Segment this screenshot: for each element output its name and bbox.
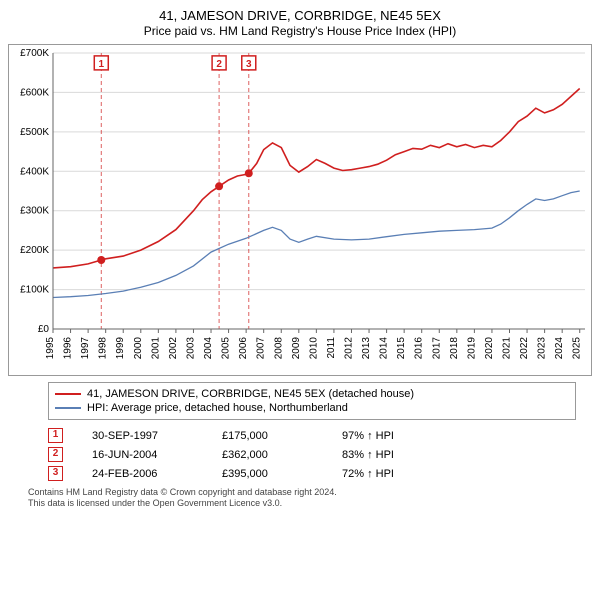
svg-text:1995: 1995 — [45, 337, 56, 360]
transaction-row: 1 30-SEP-1997 £175,000 97% ↑ HPI — [48, 426, 576, 445]
transaction-delta: 72% ↑ HPI — [342, 468, 442, 480]
svg-text:1997: 1997 — [80, 337, 91, 360]
legend-swatch — [55, 407, 81, 409]
svg-text:2021: 2021 — [502, 337, 513, 360]
svg-text:2013: 2013 — [361, 337, 372, 360]
transaction-table: 1 30-SEP-1997 £175,000 97% ↑ HPI 2 16-JUN-200… — [48, 426, 576, 483]
transaction-price: £362,000 — [222, 449, 322, 461]
svg-text:2019: 2019 — [466, 337, 477, 360]
svg-text:1996: 1996 — [63, 337, 74, 360]
transaction-row: 3 24-FEB-2006 £395,000 72% ↑ HPI — [48, 464, 576, 483]
svg-text:2023: 2023 — [537, 337, 548, 360]
svg-text:2017: 2017 — [431, 337, 442, 360]
svg-text:£300K: £300K — [20, 206, 49, 217]
line-chart-svg: £0 £100K £200K £300K £400K £500K £600K £700K 199… — [9, 45, 591, 375]
transaction-marker: 2 — [48, 447, 63, 462]
transaction-price: £175,000 — [222, 430, 322, 442]
svg-text:2014: 2014 — [379, 337, 390, 360]
title-line1: 41, JAMESON DRIVE, CORBRIDGE, NE45 5EX — [8, 8, 592, 23]
license-text: Contains HM Land Registry data © Crown c… — [28, 487, 576, 510]
svg-text:2004: 2004 — [203, 337, 214, 360]
legend: 41, JAMESON DRIVE, CORBRIDGE, NE45 5EX (… — [48, 382, 576, 420]
svg-text:2010: 2010 — [308, 337, 319, 360]
svg-text:2005: 2005 — [221, 337, 232, 360]
title-line2: Price paid vs. HM Land Registry's House … — [8, 24, 592, 38]
svg-text:2009: 2009 — [291, 337, 302, 360]
svg-text:2024: 2024 — [554, 337, 565, 360]
legend-swatch — [55, 393, 81, 395]
chart-container: 41, JAMESON DRIVE, CORBRIDGE, NE45 5EX P… — [0, 0, 600, 516]
svg-text:2025: 2025 — [572, 337, 583, 360]
legend-label: HPI: Average price, detached house, Nort… — [87, 402, 348, 414]
svg-text:£400K: £400K — [20, 166, 49, 177]
svg-text:£600K: £600K — [20, 87, 49, 98]
svg-text:2003: 2003 — [185, 337, 196, 360]
legend-label: 41, JAMESON DRIVE, CORBRIDGE, NE45 5EX (… — [87, 388, 414, 400]
svg-text:2011: 2011 — [326, 337, 337, 359]
svg-text:£200K: £200K — [20, 245, 49, 256]
license-line2: This data is licensed under the Open Gov… — [28, 498, 576, 509]
transaction-delta: 83% ↑ HPI — [342, 449, 442, 461]
legend-row: 41, JAMESON DRIVE, CORBRIDGE, NE45 5EX (… — [55, 387, 569, 401]
svg-text:£500K: £500K — [20, 127, 49, 138]
svg-text:1998: 1998 — [98, 337, 109, 360]
transaction-date: 30-SEP-1997 — [92, 430, 202, 442]
svg-text:£700K: £700K — [20, 48, 49, 59]
svg-text:2018: 2018 — [449, 337, 460, 360]
transaction-marker: 3 — [48, 466, 63, 481]
transaction-row: 2 16-JUN-2004 £362,000 83% ↑ HPI — [48, 445, 576, 464]
transaction-marker: 1 — [48, 428, 63, 443]
transaction-date: 24-FEB-2006 — [92, 468, 202, 480]
transaction-price: £395,000 — [222, 468, 322, 480]
svg-text:2006: 2006 — [238, 337, 249, 360]
svg-text:1999: 1999 — [115, 337, 126, 360]
transaction-delta: 97% ↑ HPI — [342, 430, 442, 442]
svg-text:2002: 2002 — [168, 337, 179, 360]
svg-text:3: 3 — [246, 59, 252, 70]
chart-plot-area: £0 £100K £200K £300K £400K £500K £600K £700K 199… — [8, 44, 592, 376]
svg-text:2020: 2020 — [484, 337, 495, 360]
svg-text:2000: 2000 — [133, 337, 144, 360]
svg-text:£100K: £100K — [20, 285, 49, 296]
svg-text:2016: 2016 — [414, 337, 425, 360]
license-line1: Contains HM Land Registry data © Crown c… — [28, 487, 576, 498]
svg-text:2012: 2012 — [343, 337, 354, 360]
svg-text:2008: 2008 — [273, 337, 284, 360]
svg-text:2001: 2001 — [150, 337, 161, 360]
svg-text:2015: 2015 — [396, 337, 407, 360]
svg-text:2: 2 — [216, 59, 222, 70]
legend-row: HPI: Average price, detached house, Nort… — [55, 401, 569, 415]
svg-text:2007: 2007 — [256, 337, 267, 360]
svg-text:£0: £0 — [38, 324, 50, 335]
svg-text:2022: 2022 — [519, 337, 530, 360]
svg-text:1: 1 — [99, 59, 105, 70]
transaction-date: 16-JUN-2004 — [92, 449, 202, 461]
